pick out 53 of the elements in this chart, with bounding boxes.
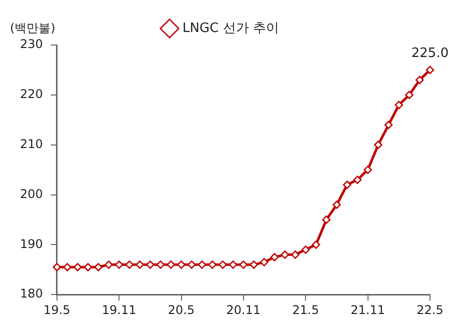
point bbox=[270, 253, 279, 262]
y-tick-label: 190 bbox=[20, 236, 43, 251]
point bbox=[353, 176, 362, 184]
y-tick-label: 210 bbox=[20, 136, 43, 151]
point bbox=[84, 262, 92, 272]
point bbox=[114, 260, 124, 269]
point bbox=[73, 262, 82, 272]
x-tick-label: 20.5 bbox=[168, 302, 195, 317]
y-tick-label: 200 bbox=[20, 186, 43, 201]
point bbox=[63, 262, 72, 272]
point bbox=[301, 246, 310, 254]
x-tick-label: 19.5 bbox=[44, 302, 70, 317]
point bbox=[332, 200, 341, 209]
legend-label: LNGC 선가 추이 bbox=[182, 20, 279, 36]
y-tick-label: 180 bbox=[20, 286, 43, 301]
point bbox=[52, 262, 62, 272]
data-label: 225.0 bbox=[411, 46, 449, 61]
point bbox=[426, 66, 434, 74]
point bbox=[125, 260, 134, 269]
point bbox=[94, 262, 103, 272]
x-tick-label: 21.11 bbox=[350, 302, 385, 317]
point bbox=[384, 120, 393, 130]
point bbox=[364, 166, 372, 174]
y-tick-label: 230 bbox=[20, 37, 43, 52]
point bbox=[104, 260, 113, 269]
point bbox=[374, 140, 382, 149]
point bbox=[239, 260, 248, 269]
y-axis-title: (백만불) bbox=[10, 21, 56, 36]
point bbox=[187, 260, 196, 269]
point bbox=[250, 260, 258, 269]
point bbox=[312, 240, 320, 249]
point bbox=[415, 76, 424, 84]
y-tick-label: 220 bbox=[20, 87, 43, 102]
point bbox=[208, 260, 217, 269]
point bbox=[166, 260, 176, 269]
point bbox=[405, 90, 414, 100]
point bbox=[291, 250, 300, 259]
x-tick-label: 19.11 bbox=[102, 302, 136, 317]
point bbox=[198, 260, 206, 269]
point bbox=[394, 100, 404, 110]
x-tick-label: 21.5 bbox=[292, 302, 319, 317]
x-tick-label: 22.5 bbox=[416, 302, 444, 317]
point bbox=[342, 180, 352, 189]
point bbox=[280, 250, 290, 259]
x-tick-label: 20.11 bbox=[226, 302, 261, 317]
point bbox=[218, 260, 227, 269]
point bbox=[136, 260, 144, 269]
point bbox=[177, 260, 186, 269]
point bbox=[260, 258, 268, 266]
point bbox=[322, 216, 331, 224]
point bbox=[146, 260, 154, 269]
point bbox=[156, 260, 165, 269]
point bbox=[228, 260, 238, 269]
